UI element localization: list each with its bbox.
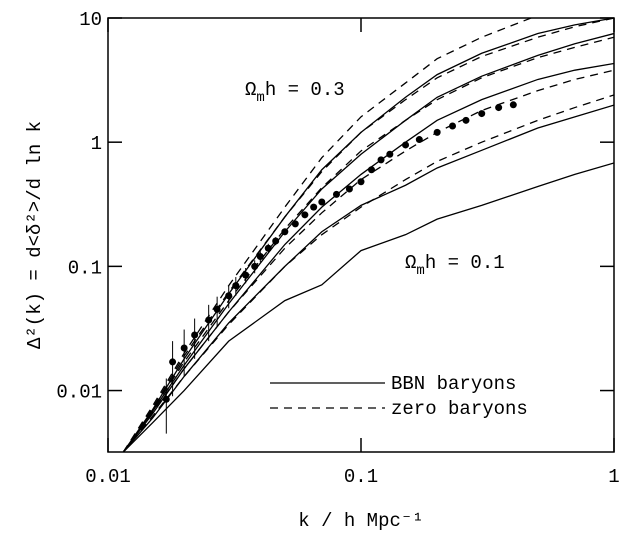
data-point bbox=[162, 395, 170, 403]
data-point bbox=[478, 110, 486, 118]
legend-label: BBN baryons bbox=[391, 373, 516, 395]
annotation-subscript: m bbox=[256, 90, 264, 106]
data-point bbox=[415, 136, 423, 144]
curve bbox=[122, 18, 614, 452]
annotation-text: h = 0.1 bbox=[425, 252, 505, 274]
data-point bbox=[225, 292, 233, 300]
data-point bbox=[386, 150, 394, 158]
data-point bbox=[377, 156, 385, 164]
curve bbox=[122, 94, 614, 452]
data-point bbox=[169, 358, 177, 366]
data-point bbox=[180, 344, 188, 352]
data-point bbox=[242, 271, 250, 279]
data-point bbox=[345, 185, 353, 193]
curve bbox=[122, 32, 614, 452]
x-tick-label: 0.01 bbox=[85, 466, 131, 488]
data-point bbox=[301, 211, 309, 219]
y-tick-label: 1 bbox=[91, 133, 102, 155]
data-point bbox=[310, 203, 318, 211]
annotation-symbol: Ω bbox=[405, 252, 416, 274]
legend-label: zero baryons bbox=[391, 398, 528, 420]
curve bbox=[122, 18, 614, 452]
x-tick-label: 0.1 bbox=[344, 466, 378, 488]
x-axis-label: k / h Mpc⁻¹ bbox=[298, 510, 423, 532]
data-point bbox=[495, 104, 503, 112]
annotation-symbol: Ω bbox=[245, 79, 256, 101]
annotation: Ωmh = 0.3 bbox=[245, 79, 345, 106]
data-point bbox=[402, 141, 410, 149]
data-point bbox=[449, 122, 457, 130]
y-tick-label: 0.1 bbox=[68, 257, 102, 279]
y-tick-label: 10 bbox=[79, 9, 102, 31]
data-point bbox=[367, 166, 375, 174]
data-point bbox=[332, 190, 340, 198]
data-point bbox=[433, 128, 441, 136]
data-point bbox=[272, 237, 280, 245]
annotation: Ωmh = 0.1 bbox=[405, 252, 505, 279]
curve bbox=[122, 18, 533, 452]
data-point bbox=[205, 316, 213, 324]
curve bbox=[122, 104, 614, 452]
data-point bbox=[357, 178, 365, 186]
y-tick-label: 0.01 bbox=[56, 382, 102, 404]
data-point bbox=[462, 116, 470, 124]
x-tick-label: 1 bbox=[608, 466, 619, 488]
data-point bbox=[232, 282, 240, 290]
plot-area bbox=[122, 18, 614, 452]
data-point bbox=[256, 253, 264, 261]
curve bbox=[122, 62, 614, 452]
curve bbox=[122, 162, 614, 452]
annotation-text: h = 0.3 bbox=[265, 79, 345, 101]
data-point bbox=[281, 228, 289, 236]
data-point bbox=[191, 331, 199, 339]
data-point bbox=[213, 305, 221, 313]
data-point bbox=[251, 262, 259, 270]
data-point bbox=[318, 198, 326, 206]
data-point bbox=[291, 220, 299, 228]
y-axis-label: Δ²(k) = d<δ²>/d ln k bbox=[24, 121, 46, 349]
data-point bbox=[509, 101, 517, 109]
data-point bbox=[264, 244, 272, 252]
curve bbox=[122, 36, 614, 452]
annotation-subscript: m bbox=[416, 263, 424, 279]
plot-frame bbox=[107, 17, 615, 453]
